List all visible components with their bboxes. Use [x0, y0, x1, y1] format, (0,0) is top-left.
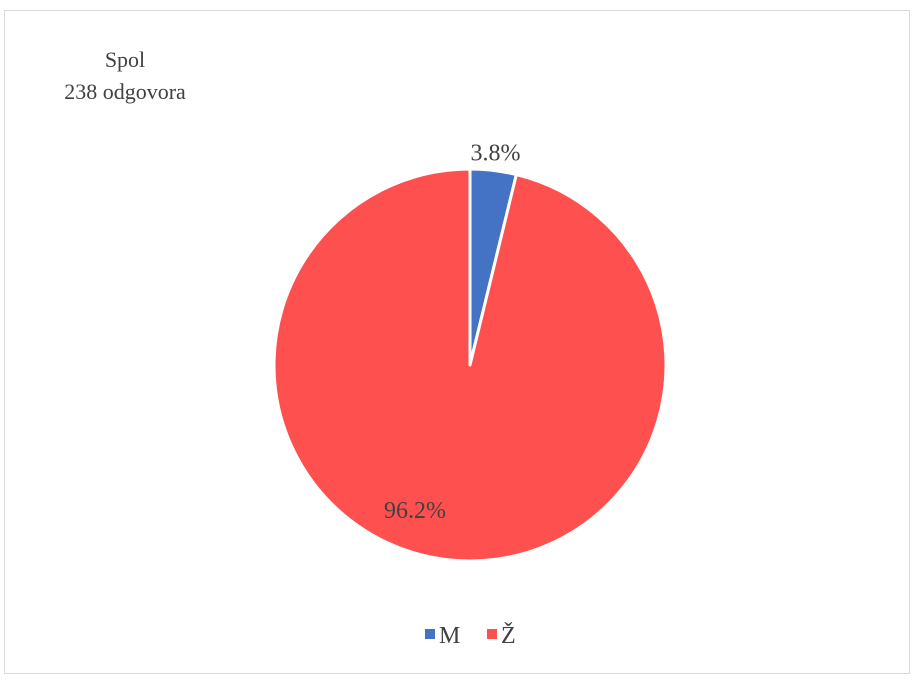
pie-slices [272, 167, 668, 563]
legend-swatch-2 [487, 629, 497, 639]
chart-subtitle: 238 odgovora [64, 79, 186, 104]
legend-label-2: Ž [501, 623, 516, 649]
chart-title: Spol [105, 47, 145, 72]
data-labels: 3.8% 96.2% [384, 141, 520, 524]
data-label-2: 96.2% [384, 498, 446, 524]
legend-swatch-1 [425, 629, 435, 639]
pie-slice-2 [272, 167, 668, 563]
data-label-1: 3.8% [470, 141, 520, 167]
legend-label-1: M [439, 623, 460, 649]
